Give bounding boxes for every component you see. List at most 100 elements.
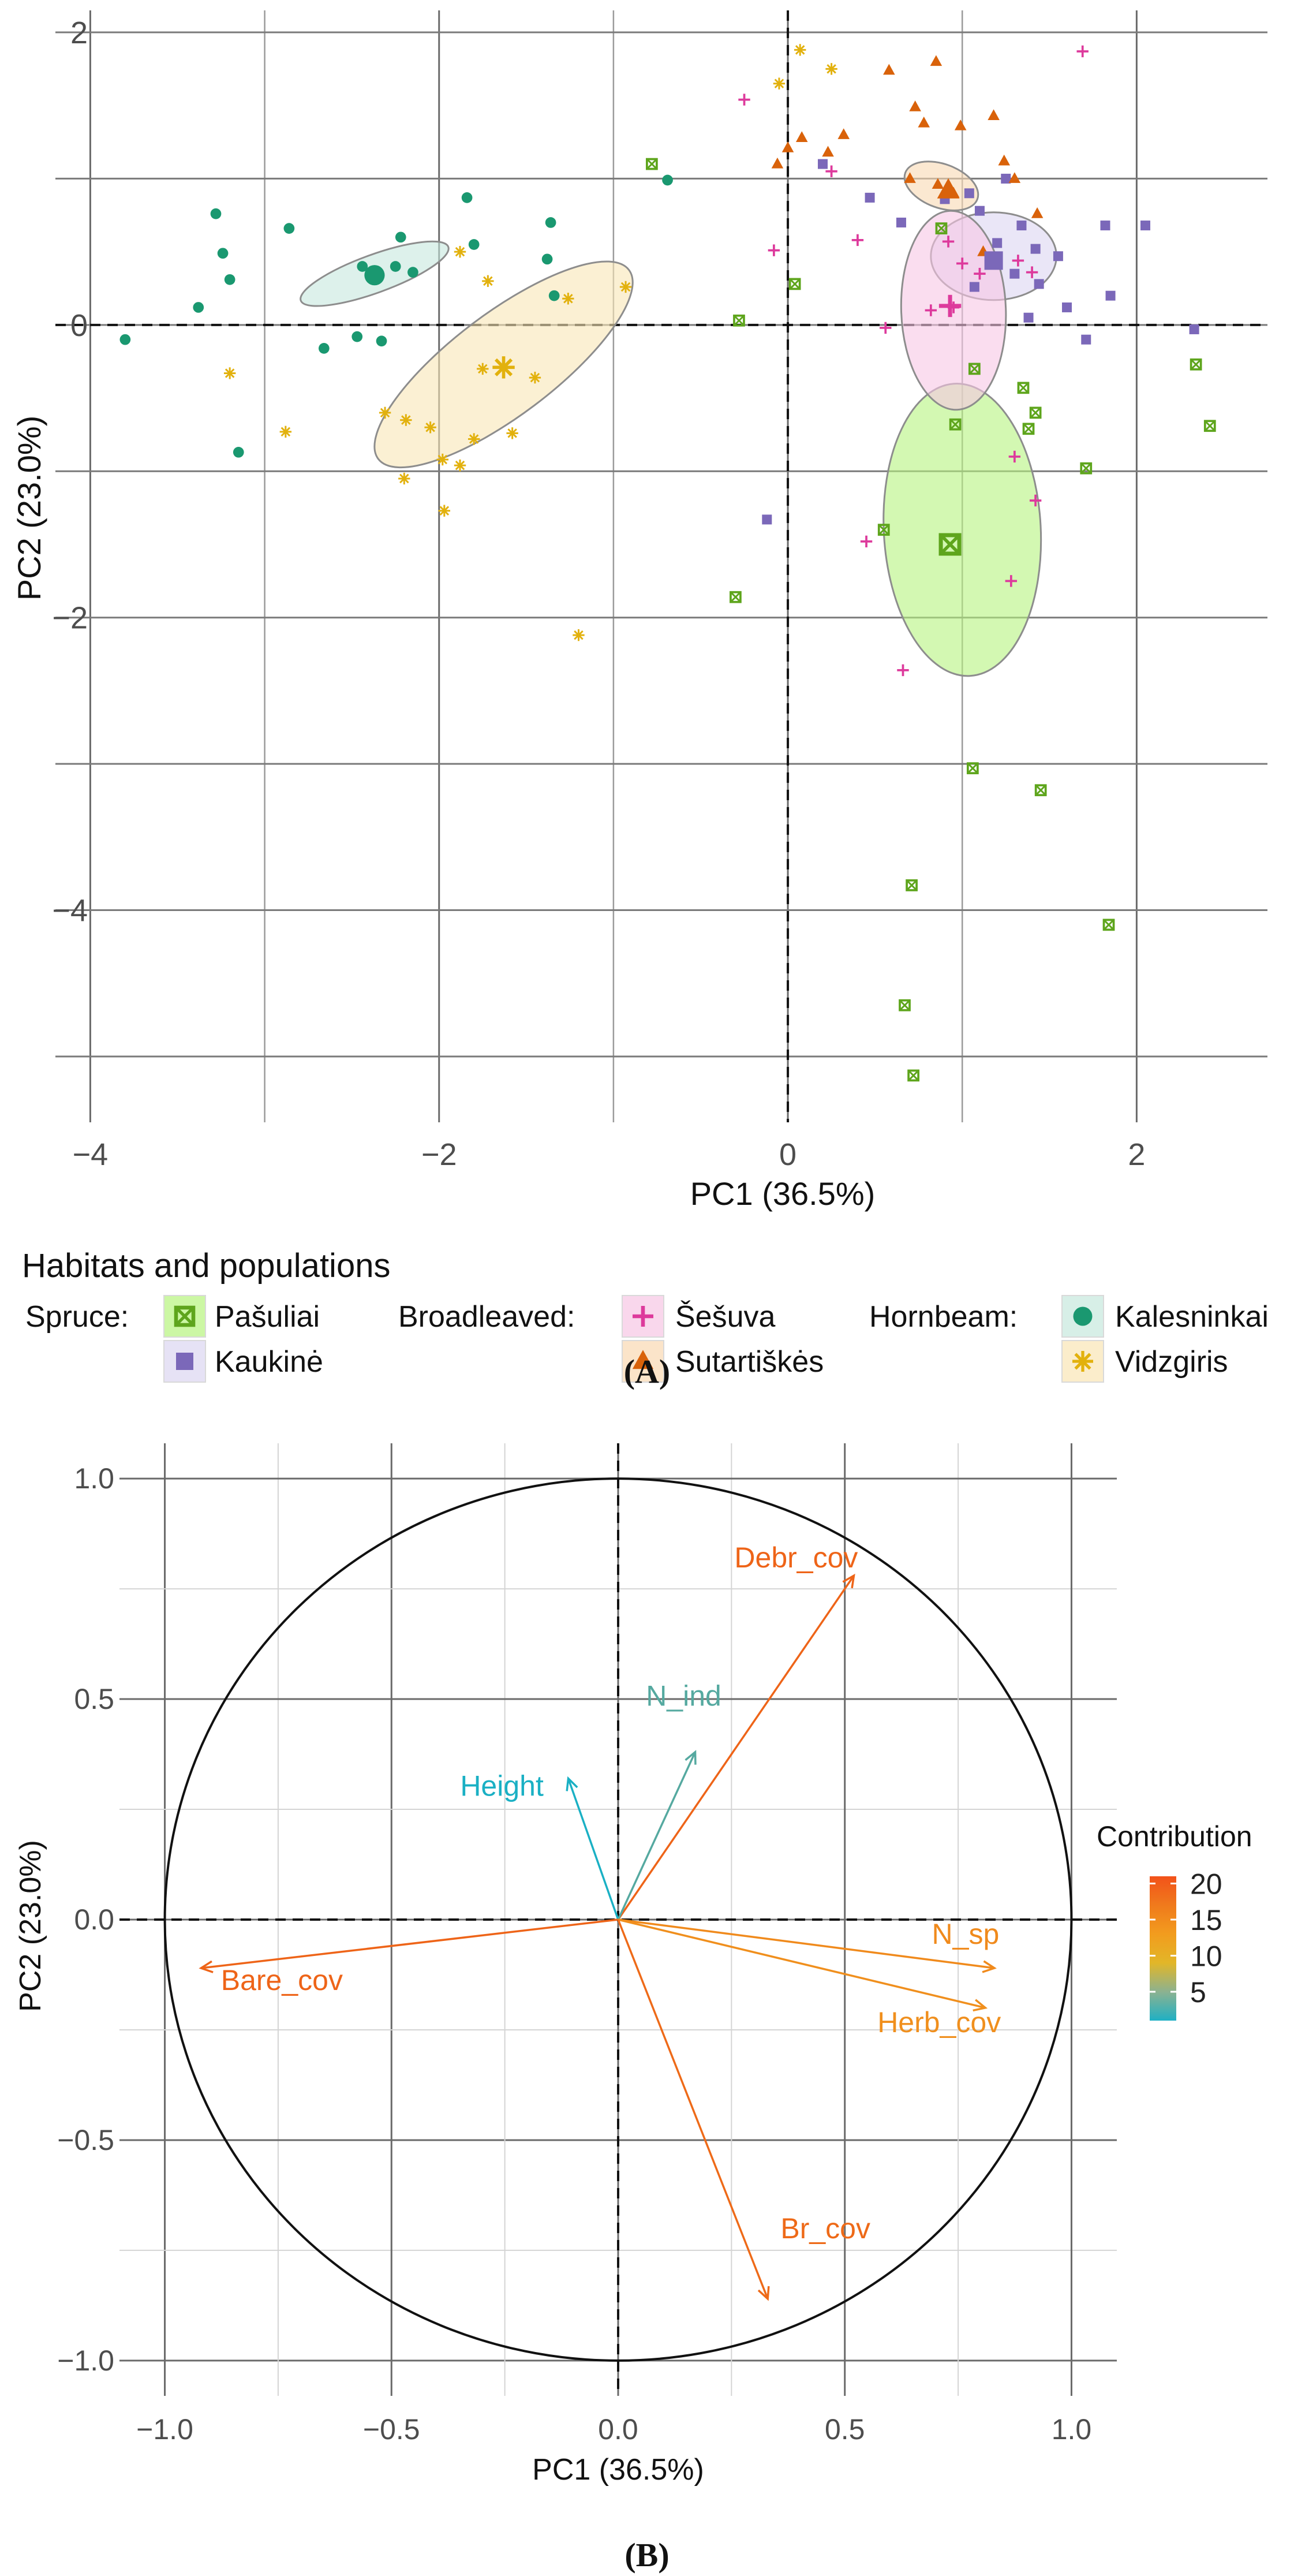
panel-a-plot-background — [55, 10, 1267, 1122]
panel-a-centroids — [364, 178, 1003, 556]
point-kaukine — [1030, 244, 1041, 254]
legend-key-kalesninkai — [1073, 1306, 1093, 1326]
point-kalesninkai — [407, 267, 418, 278]
point-sesuva — [825, 165, 837, 177]
point-vidzgiris — [379, 406, 391, 419]
point-pasuliai — [788, 278, 801, 290]
point-kalesninkai — [395, 232, 406, 243]
point-kaukine — [1140, 221, 1150, 231]
point-kalesninkai — [545, 217, 556, 228]
panel-a-y-tick-labels: 2 0 −2 −4 — [52, 16, 88, 928]
point-kaukine — [896, 217, 906, 227]
colorbar-gradient — [1150, 1876, 1176, 2021]
point-kalesninkai — [217, 248, 229, 259]
point-vidzgiris — [482, 275, 494, 288]
point-sutartiskes — [837, 128, 850, 139]
legend-keys — [163, 1295, 1104, 1383]
vector-n-sp — [618, 1918, 997, 1973]
point-pasuliai — [899, 999, 911, 1011]
vector-herb-cov — [618, 1918, 988, 2012]
point-sutartiskes — [904, 172, 916, 183]
panel-a-x-tick-label: −4 — [73, 1137, 109, 1172]
point-vidzgiris — [468, 433, 480, 445]
point-kaukine — [992, 238, 1003, 248]
panel-a-points — [119, 44, 1216, 1082]
point-vidzgiris — [529, 371, 541, 384]
vector-label-debr-cov: Debr_cov — [734, 1541, 858, 1574]
point-kaukine — [1001, 173, 1011, 184]
point-sutartiskes — [954, 119, 967, 130]
legend-key-vidzgiris — [1072, 1351, 1093, 1372]
point-vidzgiris — [477, 363, 489, 375]
colorbar-tick-label: 5 — [1190, 1976, 1206, 2008]
point-kalesninkai — [461, 192, 473, 203]
point-kaukine — [762, 514, 772, 525]
point-kalesninkai — [224, 274, 235, 285]
point-vidzgiris — [223, 367, 236, 379]
point-vidzgiris — [794, 44, 806, 56]
point-kalesninkai — [541, 253, 553, 265]
panel-a-y-tick-label: 0 — [70, 308, 88, 343]
panel-b-label: (B) — [624, 2536, 669, 2574]
point-kaukine — [1105, 290, 1116, 301]
point-vidzgiris — [400, 414, 412, 426]
panel-b-loading-vectors — [199, 1573, 997, 2301]
colorbar-tick-label: 20 — [1190, 1868, 1222, 1901]
panel-a-x-tick-label: 0 — [779, 1137, 796, 1172]
point-pasuliai — [730, 591, 742, 603]
point-pasuliai — [935, 222, 948, 234]
point-pasuliai — [907, 1069, 919, 1082]
point-kalesninkai — [390, 261, 401, 272]
point-sutartiskes — [822, 145, 834, 157]
point-sutartiskes — [795, 131, 808, 142]
point-sesuva — [974, 267, 986, 280]
panel-b-x-tick-labels: −1.0 −0.5 0.0 0.5 1.0 — [136, 2413, 1091, 2446]
point-kaukine — [1034, 279, 1044, 289]
point-sutartiskes — [930, 55, 943, 66]
point-sesuva — [1076, 45, 1089, 58]
panel-b-x-tick-label: 1.0 — [1052, 2413, 1092, 2446]
panel-a-x-axis-label: PC1 (36.5%) — [690, 1175, 876, 1212]
point-pasuliai — [1034, 784, 1047, 797]
point-sesuva — [1029, 494, 1042, 507]
legend-entry-vidzgiris: Vidzgiris — [1115, 1345, 1228, 1379]
point-pasuliai — [1203, 420, 1216, 432]
panel-a-x-tick-labels: −4 −2 0 2 — [73, 1137, 1146, 1172]
panel-b-y-tick-label: 0.0 — [74, 1903, 114, 1936]
point-sesuva — [738, 94, 750, 106]
point-pasuliai — [733, 314, 745, 327]
legend-entry-kalesninkai: Kalesninkai — [1115, 1300, 1269, 1334]
point-kaukine — [1016, 221, 1027, 231]
point-sutartiskes — [932, 178, 944, 189]
point-pasuliai — [1017, 382, 1030, 394]
point-kalesninkai — [357, 261, 368, 272]
vector-height — [566, 1776, 619, 1920]
legend-entry-sutartiskes: Sutartiškės — [675, 1345, 824, 1379]
point-sutartiskes — [883, 64, 895, 75]
colorbar-title: Contribution — [1097, 1820, 1252, 1853]
point-kalesninkai — [468, 239, 480, 250]
colorbar-tick-label: 10 — [1190, 1940, 1222, 1973]
vector-label-herb-cov: Herb_cov — [877, 2006, 1001, 2039]
point-kalesninkai — [351, 331, 363, 342]
legend-key-sesuva — [633, 1306, 653, 1327]
vector-br-cov — [617, 1919, 770, 2301]
point-sesuva — [1005, 575, 1018, 587]
point-sesuva — [880, 322, 892, 334]
point-kaukine — [817, 159, 828, 169]
point-kaukine — [1053, 251, 1063, 262]
point-vidzgiris — [424, 421, 436, 434]
point-kalesninkai — [376, 335, 387, 347]
panel-b-correlation-circle — [163, 1477, 1073, 2362]
legend-key-pasuliai — [174, 1305, 196, 1327]
point-sutartiskes — [998, 154, 1011, 166]
point-kaukine — [1009, 268, 1020, 279]
point-pasuliai — [877, 524, 890, 536]
centroid-kalesninkai — [364, 265, 385, 286]
legend-group-label-hornbeam: Hornbeam: — [869, 1300, 1018, 1334]
point-sutartiskes — [771, 157, 784, 169]
point-kaukine — [974, 206, 985, 216]
point-kaukine — [1023, 312, 1034, 323]
panel-a-zero-lines — [55, 10, 1267, 1122]
